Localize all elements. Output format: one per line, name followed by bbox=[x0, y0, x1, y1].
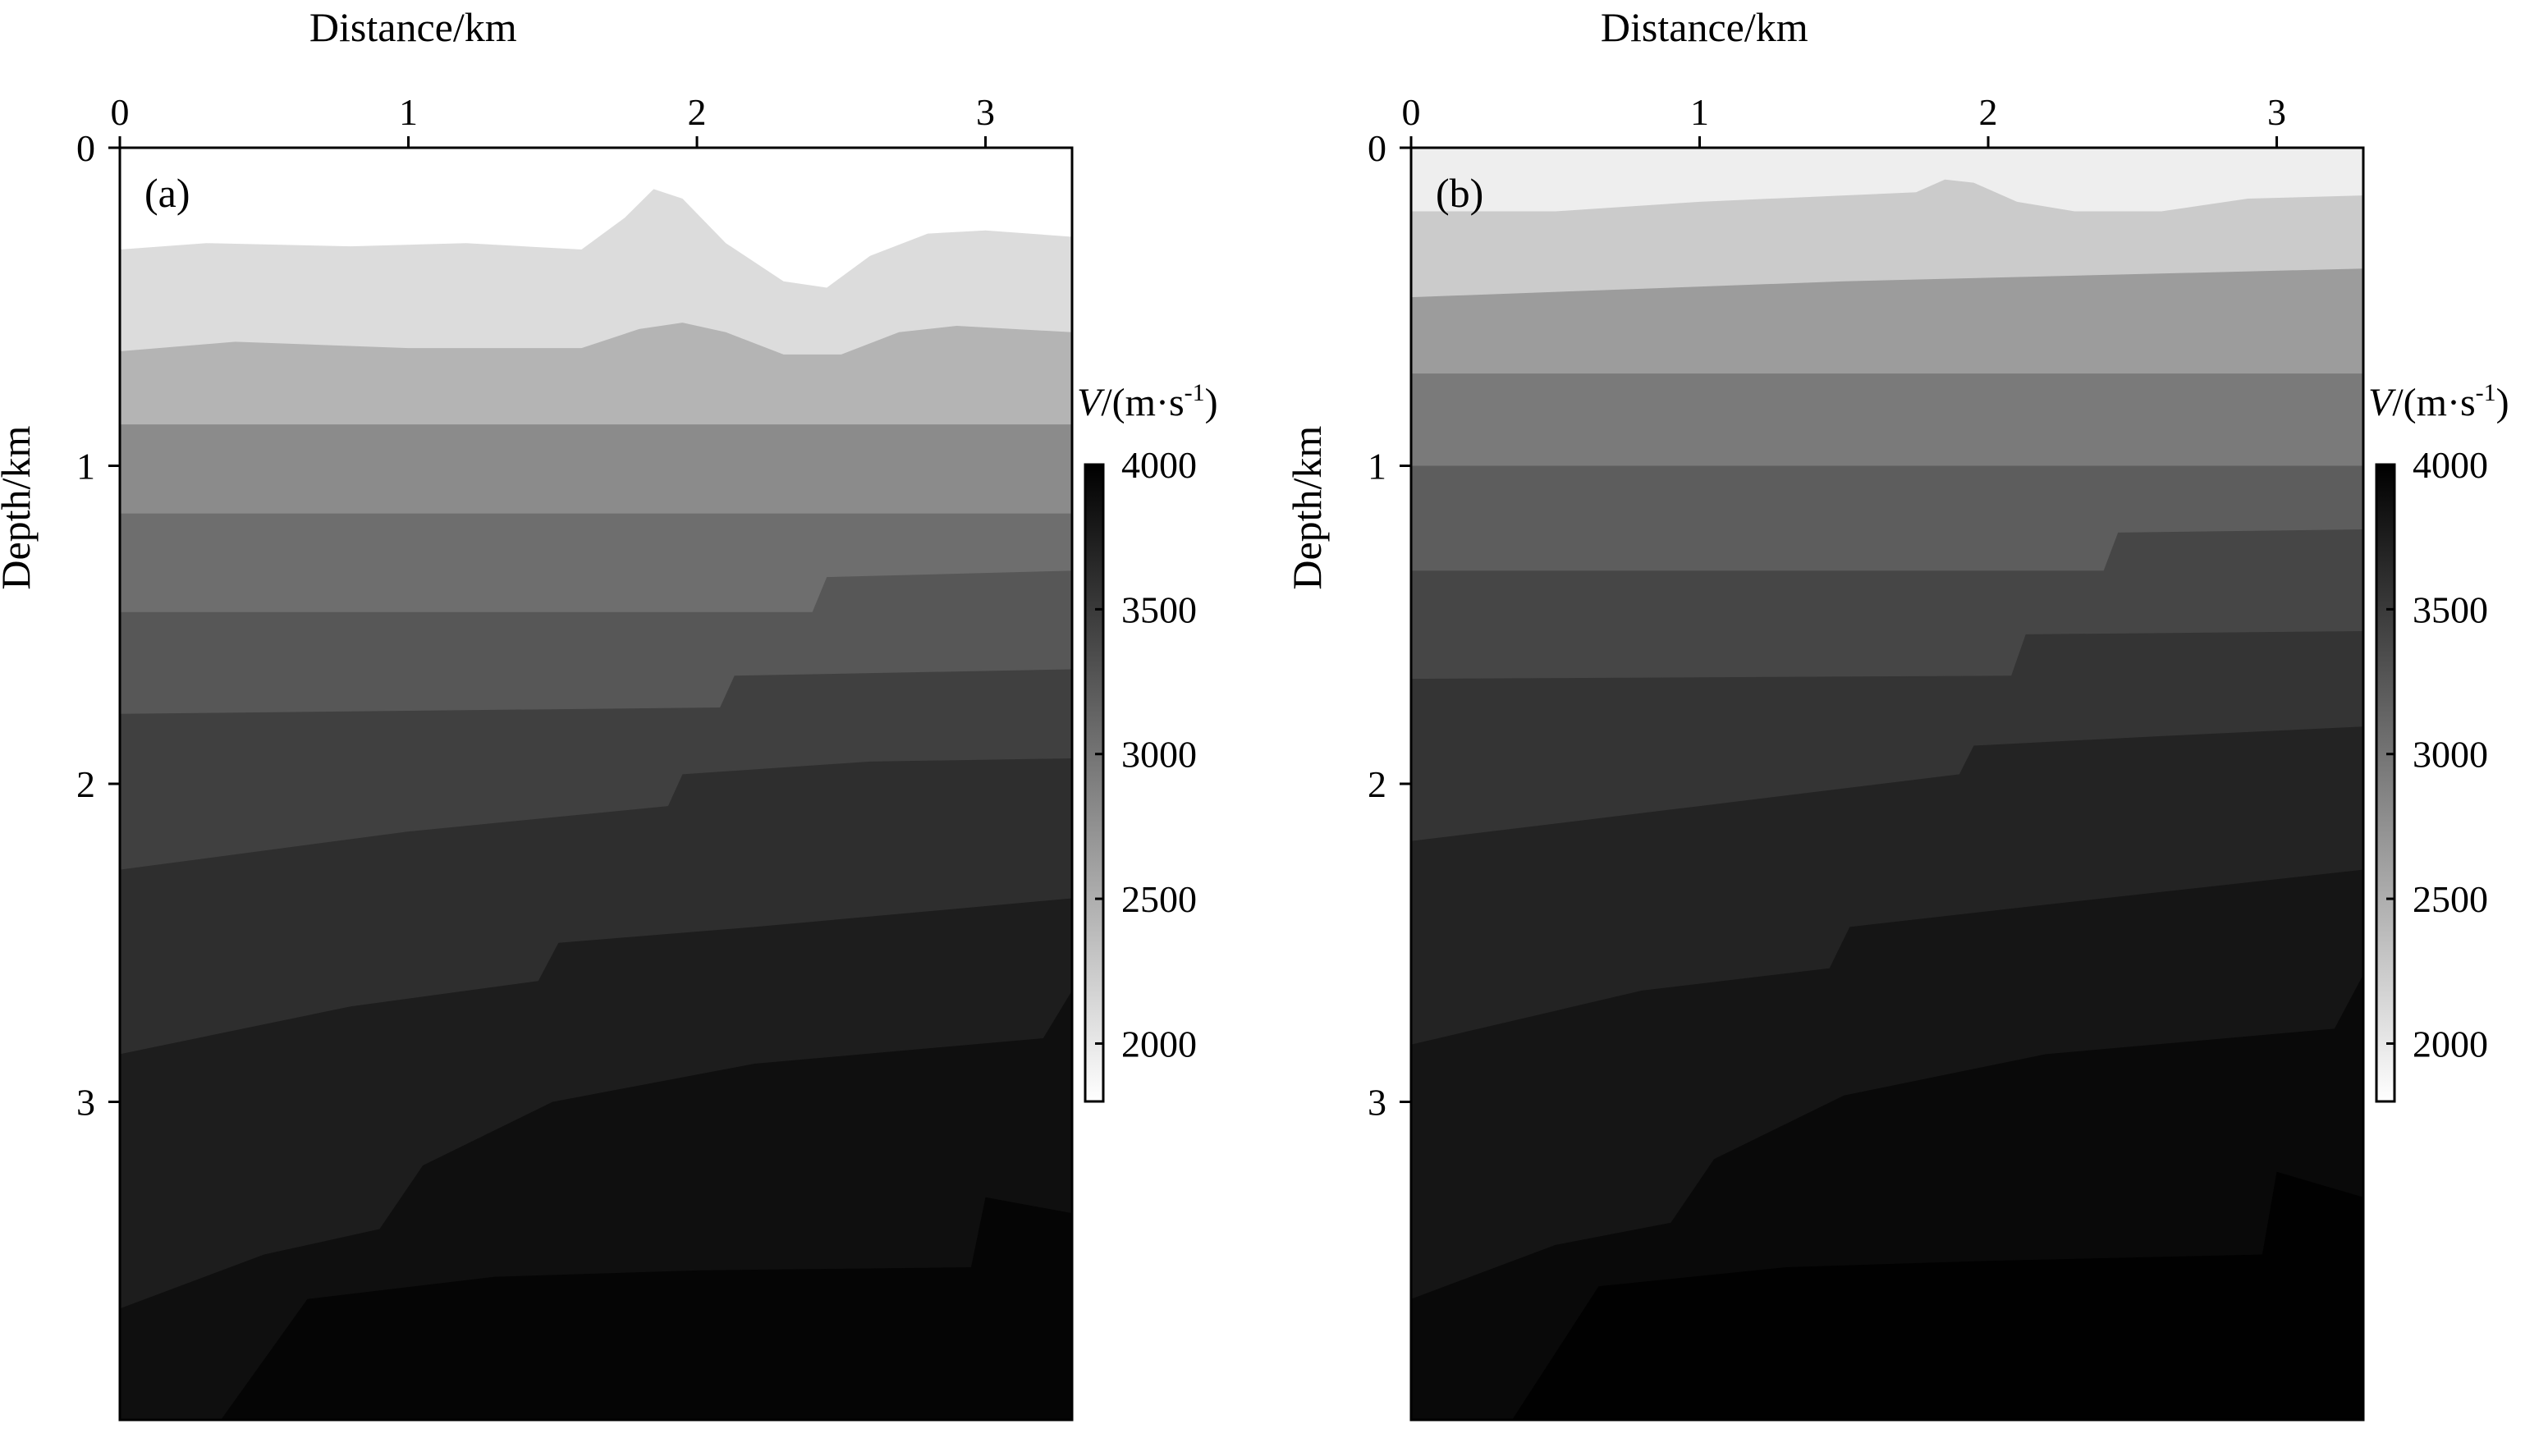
x-tick-label: 3 bbox=[976, 91, 995, 133]
colorbar-label: V/(m·s-1) bbox=[2368, 379, 2509, 424]
colorbar bbox=[2375, 463, 2396, 1103]
colorbar-label-close: ) bbox=[2496, 381, 2509, 424]
y-tick-label: 3 bbox=[76, 1082, 95, 1124]
colorbar-tick-label: 4000 bbox=[2413, 444, 2488, 486]
y-tick-label: 1 bbox=[76, 446, 95, 488]
x-tick-label: 3 bbox=[2267, 91, 2286, 133]
colorbar-tick-label: 3000 bbox=[2413, 734, 2488, 776]
y-tick-label: 2 bbox=[76, 763, 95, 805]
x-tick-label: 0 bbox=[111, 91, 130, 133]
colorbar-tick-label: 3000 bbox=[1121, 734, 1197, 776]
colorbar-label-variable: V bbox=[1077, 381, 1105, 424]
colorbar-tick-label: 2500 bbox=[1121, 878, 1197, 920]
panel-label: (b) bbox=[1436, 170, 1483, 216]
x-tick-label: 1 bbox=[399, 91, 418, 133]
colorbar-tick-label: 3500 bbox=[2413, 588, 2488, 630]
panel-1: 0 1 2 3 Distance/km 0 1 2 3 Depth/km (b) 2000 2500 30… bbox=[1284, 4, 2509, 1422]
velocity-field bbox=[1411, 148, 2363, 1420]
velocity-field bbox=[120, 148, 1072, 1420]
colorbar-tick-label: 2000 bbox=[2413, 1023, 2488, 1065]
y-axis-label: Depth/km bbox=[1284, 426, 1330, 590]
y-tick-label: 3 bbox=[1368, 1082, 1386, 1124]
layer-9 bbox=[120, 1197, 1072, 1420]
colorbar-label-exponent: -1 bbox=[2476, 379, 2496, 406]
y-tick-label: 0 bbox=[76, 127, 95, 169]
colorbar-label-close: ) bbox=[1205, 381, 1218, 424]
colorbar-tick-label: 2000 bbox=[1121, 1023, 1197, 1065]
x-tick-label: 2 bbox=[688, 91, 707, 133]
colorbar-tick-label: 2500 bbox=[2413, 878, 2488, 920]
colorbar-label-variable: V bbox=[2368, 381, 2396, 424]
panel-label: (a) bbox=[144, 170, 190, 216]
y-axis-label: Depth/km bbox=[0, 426, 39, 590]
y-tick-label: 0 bbox=[1368, 127, 1386, 169]
x-tick-label: 1 bbox=[1690, 91, 1709, 133]
panel-0: 0 1 2 3 Distance/km 0 1 2 3 Depth/km (a) 2000 2500 30… bbox=[0, 4, 1218, 1422]
colorbar-label: V/(m·s-1) bbox=[1077, 379, 1218, 424]
x-axis-label: Distance/km bbox=[309, 4, 517, 50]
x-axis-label: Distance/km bbox=[1601, 4, 1808, 50]
colorbar-tick-label: 3500 bbox=[1121, 588, 1197, 630]
x-tick-label: 0 bbox=[1402, 91, 1421, 133]
colorbar bbox=[1084, 463, 1105, 1103]
y-tick-label: 2 bbox=[1368, 763, 1386, 805]
colorbar-tick-label: 4000 bbox=[1121, 444, 1197, 486]
colorbar-label-unit: /(m·s bbox=[1101, 381, 1184, 424]
x-tick-label: 2 bbox=[1979, 91, 1998, 133]
layer-9 bbox=[1411, 1171, 2363, 1420]
y-tick-label: 1 bbox=[1368, 446, 1386, 488]
colorbar-label-unit: /(m·s bbox=[2392, 381, 2475, 424]
colorbar-label-exponent: -1 bbox=[1185, 379, 1205, 406]
